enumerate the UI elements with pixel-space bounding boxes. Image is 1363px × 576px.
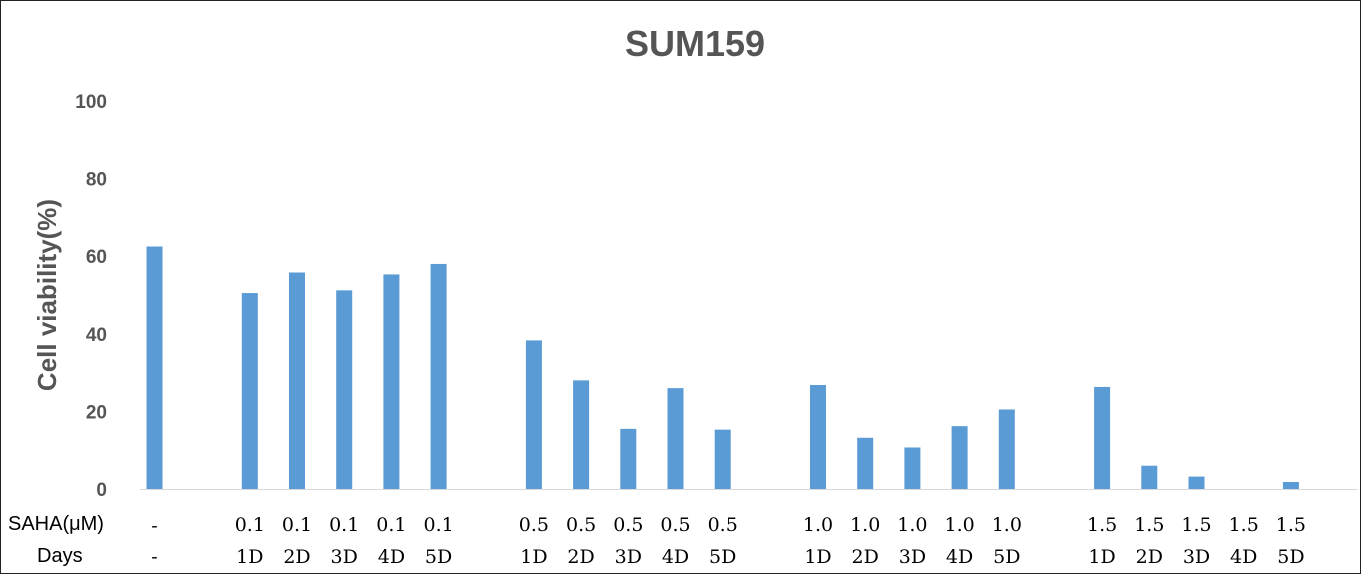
- days-label: 2D: [567, 546, 594, 568]
- saha-label: 0.1: [376, 514, 406, 536]
- y-tick-label: 0: [96, 480, 107, 501]
- bar: [620, 428, 637, 489]
- bar: [857, 437, 874, 489]
- chart-title: SUM159: [625, 23, 765, 64]
- days-label: 1D: [520, 546, 547, 568]
- days-label: 2D: [283, 546, 310, 568]
- saha-label: 0.5: [660, 514, 690, 536]
- saha-label: 0.5: [613, 514, 643, 536]
- y-tick-label: 100: [75, 92, 107, 113]
- saha-label: 0.1: [423, 514, 453, 536]
- bar: [667, 388, 684, 489]
- days-label: 5D: [1277, 546, 1304, 568]
- saha-label: 1.0: [897, 514, 927, 536]
- saha-label: 0.5: [708, 514, 738, 536]
- row-label-days: Days: [37, 545, 83, 567]
- bar: [289, 272, 305, 489]
- days-label: 3D: [1183, 546, 1210, 568]
- saha-label: 0.1: [329, 514, 359, 536]
- days-label: 2D: [1136, 546, 1163, 568]
- bar: [383, 274, 400, 489]
- days-label: 3D: [899, 546, 926, 568]
- saha-label: 0.1: [282, 514, 312, 536]
- saha-label: 1.0: [850, 514, 880, 536]
- x-category-labels: - - 0.1 1D 0.1 2D 0.1 3D 0.1 4D 0.1 5D 0.5 1D 0.5 2D 0.5…: [151, 514, 1306, 568]
- days-label: 4D: [378, 546, 405, 568]
- bar: [904, 447, 921, 489]
- y-tick-label: 80: [86, 170, 107, 191]
- y-axis-label: Cell viability(%): [32, 199, 62, 391]
- saha-label: 1.5: [1229, 514, 1259, 536]
- days-label: -: [151, 546, 157, 568]
- y-axis-ticks: 0 20 40 60 80 100: [75, 92, 107, 501]
- saha-label: 1.5: [1181, 514, 1211, 536]
- saha-label: 0.5: [566, 514, 596, 536]
- saha-label: -: [151, 515, 157, 537]
- days-label: 1D: [236, 546, 263, 568]
- days-label: 4D: [1230, 546, 1257, 568]
- bar: [146, 246, 163, 489]
- bar: [1141, 465, 1158, 489]
- bar: [430, 263, 447, 489]
- row-label-saha: SAHA(μM): [8, 513, 104, 535]
- saha-label: 1.5: [1087, 514, 1117, 536]
- bar: [573, 380, 590, 489]
- y-tick-label: 40: [86, 325, 107, 346]
- days-label: 4D: [662, 546, 689, 568]
- bar: [714, 429, 731, 489]
- y-tick-label: 60: [86, 247, 107, 268]
- saha-label: 1.0: [992, 514, 1022, 536]
- y-tick-label: 20: [86, 402, 107, 423]
- bar: [998, 409, 1015, 489]
- bar: [336, 290, 353, 489]
- bar: [1188, 476, 1205, 489]
- bars: [146, 246, 1299, 489]
- bar: [241, 293, 258, 489]
- days-label: 3D: [331, 546, 358, 568]
- days-label: 4D: [946, 546, 973, 568]
- saha-label: 1.0: [944, 514, 974, 536]
- days-label: 1D: [1088, 546, 1115, 568]
- saha-label: 1.5: [1276, 514, 1306, 536]
- bar: [1282, 482, 1299, 489]
- bar: [525, 340, 542, 489]
- saha-label: 1.0: [803, 514, 833, 536]
- days-label: 1D: [804, 546, 831, 568]
- saha-label: 0.5: [519, 514, 549, 536]
- days-label: 5D: [425, 546, 452, 568]
- days-label: 5D: [709, 546, 736, 568]
- saha-label: 0.1: [235, 514, 265, 536]
- bar: [951, 426, 968, 489]
- days-label: 2D: [852, 546, 879, 568]
- bar: [1094, 386, 1111, 489]
- bar: [810, 385, 826, 489]
- saha-label: 1.5: [1134, 514, 1164, 536]
- days-label: 3D: [615, 546, 642, 568]
- days-label: 5D: [993, 546, 1020, 568]
